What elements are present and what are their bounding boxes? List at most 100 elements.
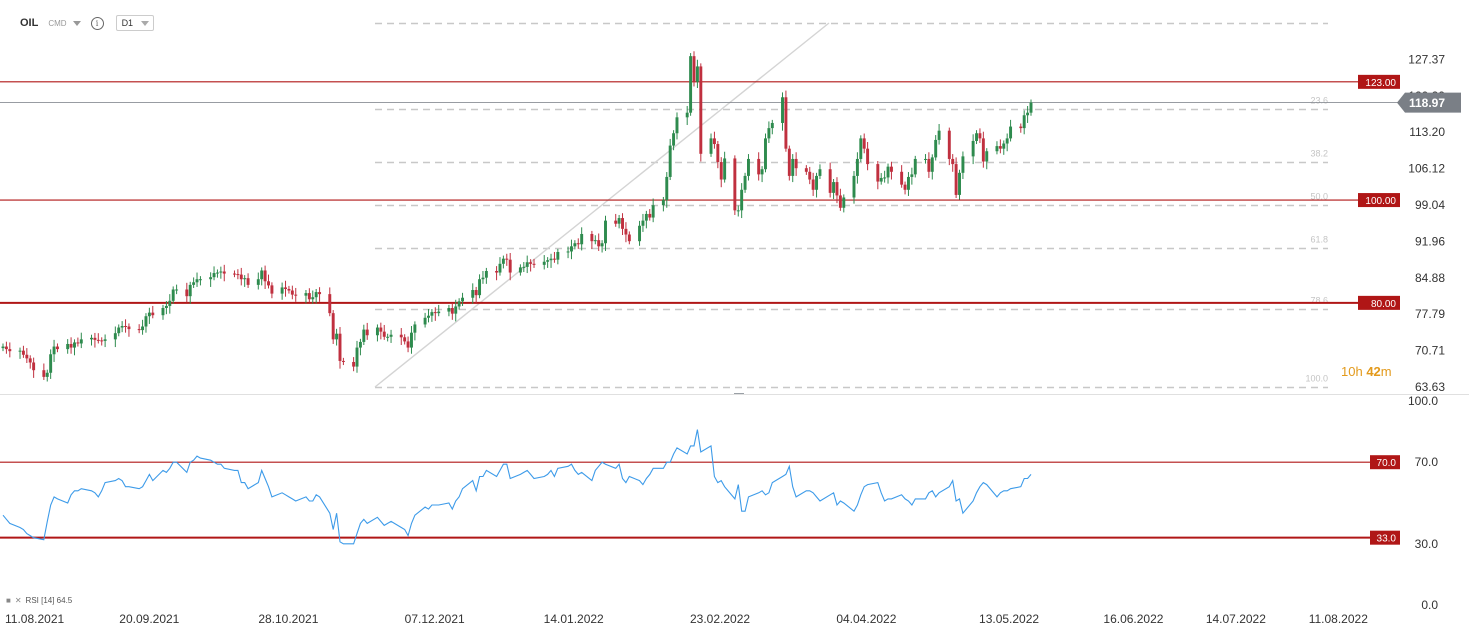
candle-body <box>838 195 842 208</box>
time-tick-label: 11.08.2021 <box>5 612 64 626</box>
candle-body <box>410 332 413 348</box>
candle-body <box>804 168 808 172</box>
candle-body <box>501 258 505 264</box>
candle-body <box>709 138 713 154</box>
candle-body <box>427 315 430 318</box>
candle-body <box>852 175 856 198</box>
candle-body <box>648 213 652 218</box>
time-tick-label: 20.09.2021 <box>119 612 179 626</box>
candle-body <box>1009 126 1013 139</box>
level-tags: 123.00 100.00 80.00 118.97 <box>1358 74 1461 310</box>
candle-body <box>947 130 951 159</box>
candlestick-series <box>1 51 1033 382</box>
fibonacci-trend-line[interactable] <box>374 22 830 388</box>
candle-body <box>951 158 955 165</box>
candle-body <box>21 350 25 355</box>
price-level-tag: 123.00 <box>1365 78 1396 89</box>
settings-icon[interactable]: ■ <box>6 596 11 605</box>
time-tick-label: 14.07.2022 <box>1206 612 1266 626</box>
candle-body <box>573 243 577 247</box>
candle-body <box>1029 102 1033 113</box>
candle-body <box>113 333 117 340</box>
rsi-tick-label: 0.0 <box>1421 598 1438 612</box>
candle-body <box>399 334 403 338</box>
candle-body <box>450 308 454 314</box>
rsi-tick-label: 30.0 <box>1415 537 1439 551</box>
candle-body <box>723 158 727 180</box>
candle-body <box>906 176 910 190</box>
price-axis[interactable]: 127.37120.29113.20106.1299.0491.9684.887… <box>1408 52 1445 394</box>
rsi-level-tag-bg <box>1370 530 1400 545</box>
candle-body <box>219 271 223 273</box>
candle-body <box>981 138 985 162</box>
candle-body <box>576 243 580 245</box>
price-tick-label: 99.04 <box>1415 198 1445 212</box>
candle-body <box>69 343 73 348</box>
candle-body <box>883 177 887 179</box>
candle-body <box>147 312 151 317</box>
candle-body <box>815 175 819 190</box>
candle-body <box>304 293 308 296</box>
candle-body <box>784 97 788 149</box>
candle-body <box>352 361 356 367</box>
candle-body <box>55 346 59 350</box>
candle-body <box>471 290 475 298</box>
candle-body <box>311 297 315 300</box>
candle-body <box>638 225 642 242</box>
candle-body <box>927 158 931 172</box>
candle-body <box>934 139 938 158</box>
candle-body <box>260 270 264 280</box>
candle-body <box>389 334 393 337</box>
candle-body <box>284 287 287 289</box>
candle-body <box>1005 138 1009 144</box>
candle-body <box>590 233 594 242</box>
rsi-axis: 100.0 70.0 30.0 0.0 <box>1408 394 1438 612</box>
candle-body <box>1022 115 1026 129</box>
candle-body <box>365 329 369 336</box>
candle-body <box>18 350 22 352</box>
candle-body <box>100 340 104 342</box>
candle-body <box>256 279 260 285</box>
candle-body <box>781 97 784 123</box>
candle-body <box>375 327 379 336</box>
symbol-label[interactable]: OIL <box>20 17 39 29</box>
candle-body <box>137 329 141 331</box>
candle-body <box>552 258 556 260</box>
close-icon[interactable]: ✕ <box>14 596 22 605</box>
info-icon[interactable]: i <box>90 16 104 30</box>
time-tick-label: 28.10.2021 <box>258 612 318 626</box>
candle-body <box>600 243 604 247</box>
candle-body <box>90 337 93 340</box>
candle-body <box>689 56 693 113</box>
candle-body <box>4 346 8 350</box>
candle-body <box>818 169 822 176</box>
candle-body <box>386 336 390 338</box>
candle-body <box>672 133 676 146</box>
time-axis[interactable]: 11.08.2021 20.09.2021 28.10.2021 07.12.2021… <box>5 612 1368 626</box>
candle-body <box>569 246 573 252</box>
candle-body <box>28 358 32 363</box>
candle-body <box>8 349 12 352</box>
candle-body <box>478 279 482 296</box>
fibonacci-levels[interactable]: 23.6 38.2 50.0 61.8 78.6 100.0 <box>375 22 1328 389</box>
candle-body <box>484 270 488 278</box>
candle-body <box>889 166 893 172</box>
price-tick-label: 84.88 <box>1415 271 1445 285</box>
candle-body <box>740 189 744 211</box>
candle-body <box>287 288 291 291</box>
rsi-levels: 70.0 33.0 <box>0 455 1400 545</box>
timeframe-select[interactable]: D1 <box>115 15 155 31</box>
candle-body <box>318 292 322 295</box>
candle-body <box>331 313 335 340</box>
candle-body <box>665 176 669 201</box>
price-tick-label: 91.96 <box>1415 234 1445 248</box>
candle-body <box>505 258 509 260</box>
candle-body <box>270 285 274 294</box>
candle-body <box>549 258 553 261</box>
candle-body <box>495 270 499 273</box>
candle-body <box>355 347 359 367</box>
chevron-down-icon[interactable] <box>72 20 81 26</box>
candle-body <box>835 182 839 196</box>
candle-body <box>236 274 240 276</box>
